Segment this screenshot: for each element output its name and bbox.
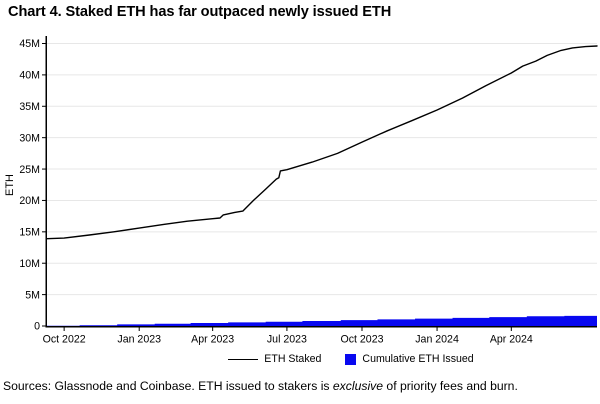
legend-label-eth-staked: ETH Staked <box>264 353 322 365</box>
square-swatch-icon <box>345 353 357 365</box>
y-tick-label: 15M <box>19 227 40 239</box>
y-tick-label: 40M <box>19 70 40 82</box>
x-tick-label: Apr 2024 <box>490 334 533 346</box>
source-note-text: Sources: Glassnode and Coinbase. ETH iss… <box>3 379 333 393</box>
x-tick-label: Oct 2023 <box>340 334 383 346</box>
line-swatch-icon <box>228 358 259 360</box>
y-tick-label: 20M <box>19 195 40 207</box>
chart-title: Chart 4. Staked ETH has far outpaced new… <box>8 4 392 20</box>
y-tick-label: 5M <box>25 289 40 301</box>
chart-plot-area: 0 5M 10M 15M 20M 25M 30M 35M 40M 45M Oct 2022 Jan 2… <box>4 36 598 346</box>
x-tick-label: Jan 2023 <box>117 334 161 346</box>
source-note-italic: exclusive <box>332 379 384 393</box>
legend-label-cumulative-eth-issued: Cumulative ETH Issued <box>362 353 474 365</box>
chart-legend: ETH Staked Cumulative ETH Issued <box>51 353 600 365</box>
x-tick-label: Apr 2023 <box>191 334 234 346</box>
y-tick-label: 10M <box>19 258 40 270</box>
eth-staked-line <box>46 45 598 240</box>
y-axis-title: ETH <box>4 174 16 196</box>
y-tick-label: 0 <box>34 321 40 333</box>
cumulative-eth-issued-area <box>47 315 597 326</box>
x-tick-label: Jul 2023 <box>267 334 307 346</box>
x-tick-label: Jan 2024 <box>415 334 459 346</box>
legend-item-cumulative-eth-issued: Cumulative ETH Issued <box>345 353 474 365</box>
x-tick-label: Oct 2022 <box>43 334 86 346</box>
y-tick-label: 45M <box>19 38 40 50</box>
source-note: Sources: Glassnode and Coinbase. ETH iss… <box>3 379 599 393</box>
legend-item-eth-staked: ETH Staked <box>228 353 321 365</box>
source-note-text-end: of priority fees and burn. <box>383 379 518 393</box>
y-tick-label: 35M <box>19 101 40 113</box>
y-tick-label: 30M <box>19 132 40 144</box>
y-tick-label: 25M <box>19 164 40 176</box>
